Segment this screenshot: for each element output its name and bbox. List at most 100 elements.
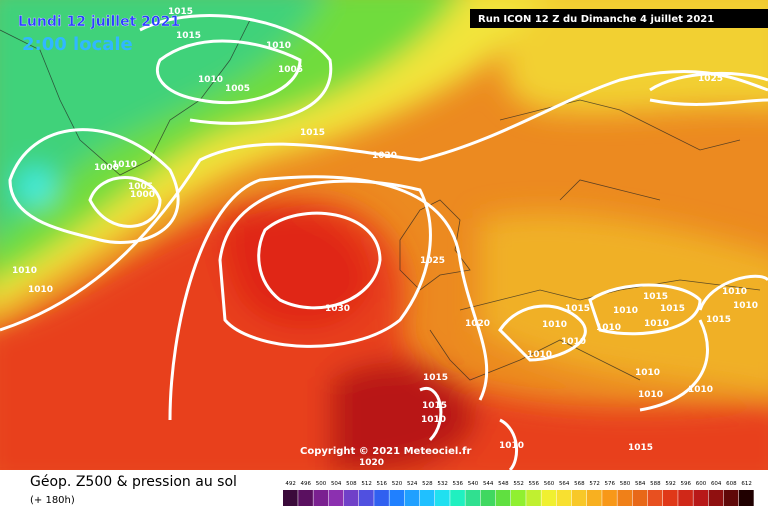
isobar-label: 1015: [643, 292, 668, 302]
isobar-label: 1010: [542, 320, 567, 330]
scale-swatch: [313, 490, 329, 506]
isobar-label: 1015: [423, 373, 448, 383]
isobar-label: 1015: [706, 315, 731, 325]
scale-label: 588: [650, 481, 661, 487]
run-box: [470, 9, 768, 28]
scale-swatch: [374, 490, 389, 506]
scale-label: 580: [620, 481, 631, 487]
scale-swatch: [343, 490, 359, 506]
scale-label: 576: [605, 481, 616, 487]
scale-swatch: [511, 490, 526, 506]
scale-label: 500: [316, 481, 327, 487]
isobar-label: 1025: [698, 74, 723, 84]
scale-swatch: [298, 490, 313, 506]
scale-label: 524: [407, 481, 418, 487]
scale-label: 492: [285, 481, 296, 487]
isobar-labels: 1015101510101005100510101015102010251000…: [12, 7, 758, 468]
isobar-label: 1010: [733, 301, 758, 311]
scale-swatch: [602, 490, 617, 506]
date: Lundi 12 juillet 2021: [18, 14, 180, 30]
scale-label: 520: [392, 481, 403, 487]
isobar-label: 1010: [688, 385, 713, 395]
scale-label: 508: [346, 481, 357, 487]
scale-label: 556: [529, 481, 540, 487]
isobar-label: 1010: [28, 285, 53, 295]
scale-swatch: [435, 490, 450, 506]
color-scale: 492 496 500 504 508 512 516 520 524 528 532 536 540 5…: [283, 481, 754, 506]
isobar-label: 1015: [176, 31, 201, 41]
scale-label: 548: [498, 481, 509, 487]
scale-label: 516: [377, 481, 388, 487]
scale-swatch: [647, 490, 663, 506]
scale-label: 552: [513, 481, 524, 487]
scale-swatch: [541, 490, 557, 506]
isobar-label: 1010: [644, 319, 669, 329]
scale-label: 496: [301, 481, 312, 487]
scale-swatch: [450, 490, 465, 506]
isobar-label: 1010: [266, 41, 291, 51]
scale-swatch: [526, 490, 541, 506]
scale-swatch: [389, 490, 405, 506]
scale-label: 572: [589, 481, 600, 487]
scale-label: 596: [681, 481, 692, 487]
isobar-label: 1015: [300, 128, 325, 138]
isobar-label: 1010: [613, 306, 638, 316]
isobar-label: 1010: [722, 287, 747, 297]
scale-swatch: [632, 490, 648, 506]
scale-swatch: [404, 490, 420, 506]
footer-lead: (+ 180h): [30, 495, 75, 506]
isobar-label: 1010: [596, 323, 621, 333]
isobar-label: 1000: [130, 190, 155, 200]
scale-swatch: [723, 490, 739, 506]
isobar-label: 1025: [420, 256, 445, 266]
scale-label: 592: [665, 481, 676, 487]
scale-swatch: [708, 490, 724, 506]
isobar-label: 1020: [372, 151, 397, 161]
scale-label: 584: [635, 481, 646, 487]
isobar-label: 1010: [421, 415, 446, 425]
scale-swatch: [587, 490, 602, 506]
scale-label: 608: [726, 481, 737, 487]
scale-label: 612: [741, 481, 752, 487]
scale-swatch: [480, 490, 496, 506]
isobar-label: 1015: [660, 304, 685, 314]
scale-swatch: [359, 490, 374, 506]
isobar-label: 1000: [94, 163, 119, 173]
run: Run ICON 12 Z du Dimanche 4 juillet 2021: [478, 14, 714, 25]
isobar-label: 1015: [628, 443, 653, 453]
isobar-label: 1010: [198, 75, 223, 85]
scale-label: 564: [559, 481, 570, 487]
scale-swatch: [465, 490, 481, 506]
isobar-label: 1010: [561, 337, 586, 347]
footer-title: Géop. Z500 & pression au sol: [30, 474, 237, 490]
isobar-label: 1010: [635, 368, 660, 378]
isobar-label: 1010: [112, 160, 137, 170]
scale-label: 604: [711, 481, 722, 487]
scale-label: 544: [483, 481, 494, 487]
isobar-label: 1005: [278, 65, 303, 75]
isobar-label: 1015: [168, 7, 193, 17]
isobar-label: 1010: [638, 390, 663, 400]
isobar-label: 1015: [565, 304, 590, 314]
isobar-label: 1010: [499, 441, 524, 451]
scale-swatch: [556, 490, 572, 506]
isobar-label: 1020: [359, 458, 384, 468]
copyright: Copyright © 2021 Meteociel.fr: [300, 446, 471, 457]
isobar-label: 1005: [128, 182, 153, 192]
scale-label: 560: [544, 481, 555, 487]
scale-label: 600: [696, 481, 707, 487]
scale-label: 532: [437, 481, 448, 487]
isobar-label: 1010: [527, 350, 552, 360]
scale-swatch: [419, 490, 435, 506]
scale-label: 568: [574, 481, 585, 487]
scale-label: 540: [468, 481, 479, 487]
time: 2:00 locale: [22, 34, 133, 55]
isobar-label: 1010: [12, 266, 37, 276]
isobar-label: 1015: [422, 401, 447, 411]
scale-swatch: [283, 490, 298, 506]
field: [0, 0, 768, 470]
scale-swatch: [678, 490, 693, 506]
scale-swatch: [328, 490, 344, 506]
isobar-label: 1020: [465, 319, 490, 329]
